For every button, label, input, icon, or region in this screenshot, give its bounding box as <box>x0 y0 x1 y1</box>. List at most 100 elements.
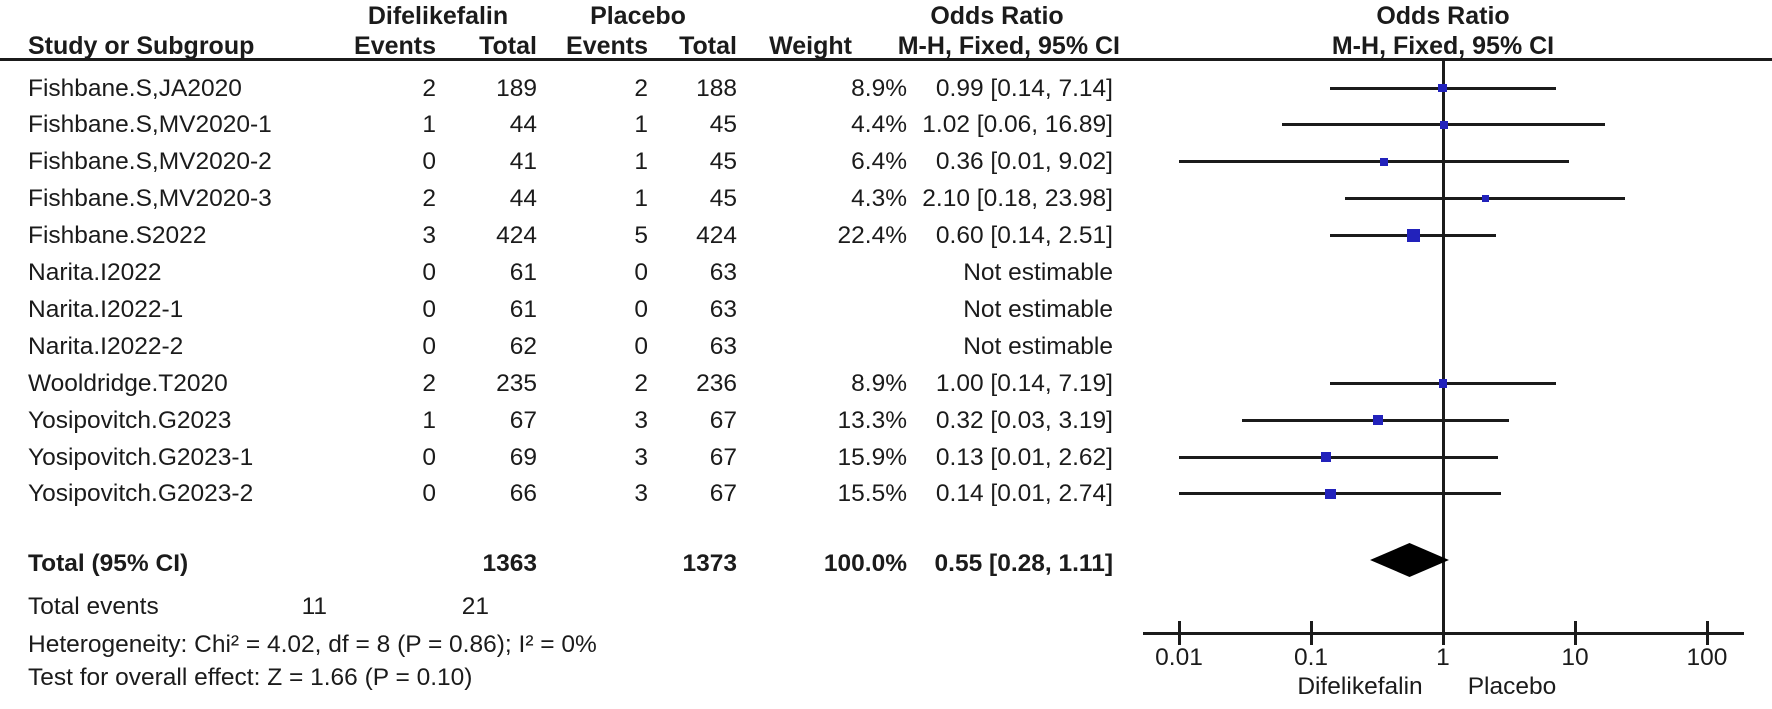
forest-point-square <box>1324 488 1336 500</box>
forest-ci-line <box>1179 160 1570 164</box>
forest-point-square <box>1440 121 1448 129</box>
placebo-events: 2 <box>634 369 648 397</box>
total-row: Total (95% CI) 1363 1373 100.0% 0.55 [0.… <box>0 545 1772 582</box>
weight: 4.4% <box>851 111 907 139</box>
header-rule <box>0 58 1772 61</box>
or-ci-text: 0.60 [0.14, 2.51] <box>935 222 1113 250</box>
study-name: Fishbane.S,JA2020 <box>28 74 242 102</box>
placebo-events: 3 <box>634 406 648 434</box>
dife-total: 41 <box>509 148 537 176</box>
forest-point-square <box>1438 378 1448 388</box>
table-row: Narita.I2022 0 61 0 63 Not estimable <box>0 254 1772 291</box>
placebo-events: 1 <box>634 148 648 176</box>
weight: 4.3% <box>851 185 907 213</box>
xlabel-placebo: Placebo <box>1467 673 1557 700</box>
col-header-total-dife: Total <box>479 32 537 60</box>
col-header-events-placebo: Events <box>566 32 648 60</box>
or-ci-text: 1.02 [0.06, 16.89] <box>922 111 1113 139</box>
dife-total: 44 <box>509 185 537 213</box>
or-ci-text: Not estimable <box>963 295 1113 323</box>
or-ci-text: Not estimable <box>963 259 1113 286</box>
forest-point-square <box>1320 451 1332 463</box>
placebo-total: 63 <box>709 332 737 360</box>
x-axis-tick <box>1309 621 1313 645</box>
dife-total: 44 <box>509 111 537 139</box>
x-axis-tick-label: 0.01 <box>1155 644 1203 671</box>
forest-point-square <box>1438 83 1447 93</box>
study-name: Fishbane.S,MV2020-3 <box>28 185 272 213</box>
xlabel-difelikefalin: Difelikefalin <box>1297 673 1423 700</box>
dife-events: 0 <box>422 443 436 471</box>
x-axis-tick-label: 10 <box>1561 644 1589 671</box>
total-events-dife: 11 <box>301 593 327 620</box>
dife-total: 62 <box>509 332 537 360</box>
dife-events: 0 <box>422 332 436 360</box>
forest-point-square <box>1481 195 1490 203</box>
placebo-events: 1 <box>634 185 648 213</box>
total-dife-n: 1363 <box>482 550 537 577</box>
table-row: Wooldridge.T2020 2 235 2 236 8.9% 1.00 [0.14, … <box>0 365 1772 402</box>
total-weight: 100.0% <box>823 550 907 577</box>
col-header-weight: Weight <box>769 32 852 60</box>
study-name: Yosipovitch.G2023-2 <box>28 480 254 508</box>
odds-ratio-header-left: Odds Ratio <box>930 2 1064 30</box>
total-events-label: Total events <box>28 593 159 620</box>
dife-events: 0 <box>422 259 436 286</box>
placebo-total: 45 <box>709 111 737 139</box>
placebo-events: 0 <box>634 259 648 286</box>
dife-events: 1 <box>422 406 436 434</box>
table-row: Yosipovitch.G2023-1 0 69 3 67 15.9% 0.13 [0.01… <box>0 439 1772 476</box>
weight: 15.9% <box>837 443 907 471</box>
heterogeneity-text: Heterogeneity: Chi² = 4.02, df = 8 (P = … <box>28 631 597 658</box>
study-name: Wooldridge.T2020 <box>28 369 228 397</box>
weight: 13.3% <box>837 406 907 434</box>
placebo-events: 2 <box>634 74 648 102</box>
or-ci-text: 0.99 [0.14, 7.14] <box>935 74 1113 102</box>
x-axis-tick-label: 0.1 <box>1293 644 1329 671</box>
table-row: Narita.I2022-2 0 62 0 63 Not estimable <box>0 328 1772 365</box>
or-ci-text: 0.13 [0.01, 2.62] <box>935 443 1113 471</box>
placebo-events: 3 <box>634 443 648 471</box>
forest-point-square <box>1407 229 1421 242</box>
dife-total: 189 <box>496 74 537 102</box>
forest-ci-line <box>1179 492 1501 496</box>
overall-effect-row: Test for overall effect: Z = 1.66 (P = 0… <box>0 659 1772 696</box>
x-axis-tick <box>1705 621 1709 645</box>
study-name: Yosipovitch.G2023 <box>28 406 232 434</box>
x-axis-tick <box>1441 621 1445 645</box>
study-name: Narita.I2022 <box>28 259 162 286</box>
or-ci-text: 1.00 [0.14, 7.19] <box>935 369 1113 397</box>
dife-total: 61 <box>509 259 537 286</box>
summary-diamond <box>1370 543 1449 577</box>
total-events-row: Total events 11 21 <box>0 588 1772 625</box>
dife-events: 1 <box>422 111 436 139</box>
placebo-events: 1 <box>634 111 648 139</box>
group-header-difelikefalin: Difelikefalin <box>367 2 509 30</box>
dife-events: 3 <box>422 222 436 250</box>
dife-total: 67 <box>509 406 537 434</box>
table-row: Yosipovitch.G2023 1 67 3 67 13.3% 0.32 [0.03, … <box>0 402 1772 439</box>
null-effect-line <box>1442 60 1445 633</box>
placebo-events: 3 <box>634 480 648 508</box>
placebo-total: 67 <box>709 406 737 434</box>
placebo-total: 63 <box>709 259 737 286</box>
placebo-total: 63 <box>709 295 737 323</box>
dife-events: 2 <box>422 74 436 102</box>
x-axis-tick-label: 1 <box>1436 644 1450 671</box>
placebo-events: 0 <box>634 295 648 323</box>
or-ci-text: 0.36 [0.01, 9.02] <box>935 148 1113 176</box>
placebo-total: 45 <box>709 148 737 176</box>
forest-point-square <box>1380 157 1389 166</box>
col-header-study: Study or Subgroup <box>28 32 255 60</box>
col-header-total-placebo: Total <box>679 32 737 60</box>
col-header-mh-left: M-H, Fixed, 95% CI <box>897 32 1120 60</box>
placebo-total: 424 <box>696 222 737 250</box>
dife-events: 2 <box>422 185 436 213</box>
total-events-placebo: 21 <box>461 593 489 620</box>
total-or-ci: 0.55 [0.28, 1.11] <box>934 550 1113 577</box>
placebo-total: 45 <box>709 185 737 213</box>
table-row: Fishbane.S,MV2020-1 1 44 1 45 4.4% 1.02 [0.06,… <box>0 106 1772 143</box>
